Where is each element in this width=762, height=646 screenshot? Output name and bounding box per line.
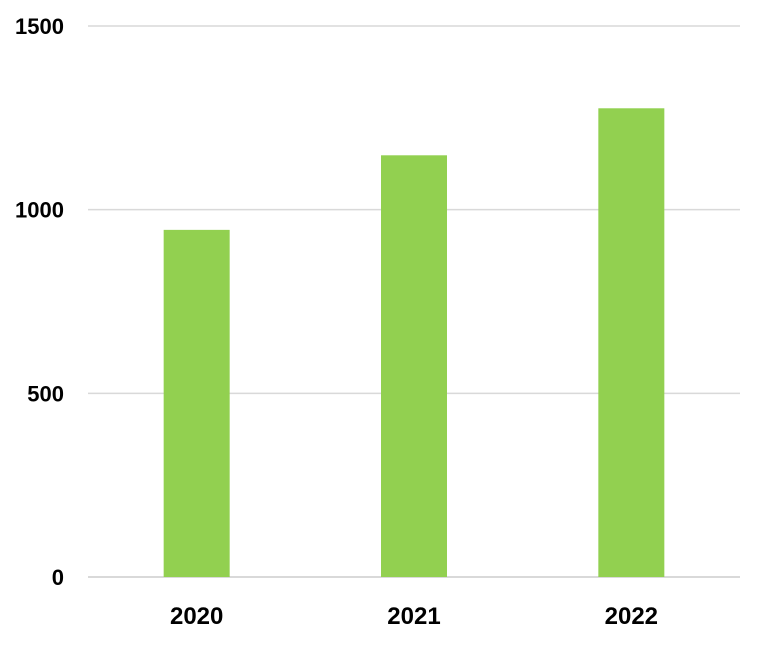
y-tick-label: 1000	[15, 198, 64, 223]
y-tick-label: 500	[27, 381, 64, 406]
y-tick-label: 0	[52, 565, 64, 590]
bar-2021	[381, 155, 447, 577]
y-tick-label: 1500	[15, 14, 64, 39]
x-tick-label-2020: 2020	[170, 603, 223, 630]
x-axis-tick-labels: 2020 2021 2022	[170, 603, 658, 630]
bar-2020	[163, 229, 230, 577]
bar-2022	[598, 108, 665, 578]
x-tick-label-2021: 2021	[387, 603, 440, 630]
x-tick-label-2022: 2022	[605, 603, 658, 630]
bars	[163, 108, 665, 578]
y-axis-tick-labels: 0 500 1000 1500	[15, 14, 64, 590]
